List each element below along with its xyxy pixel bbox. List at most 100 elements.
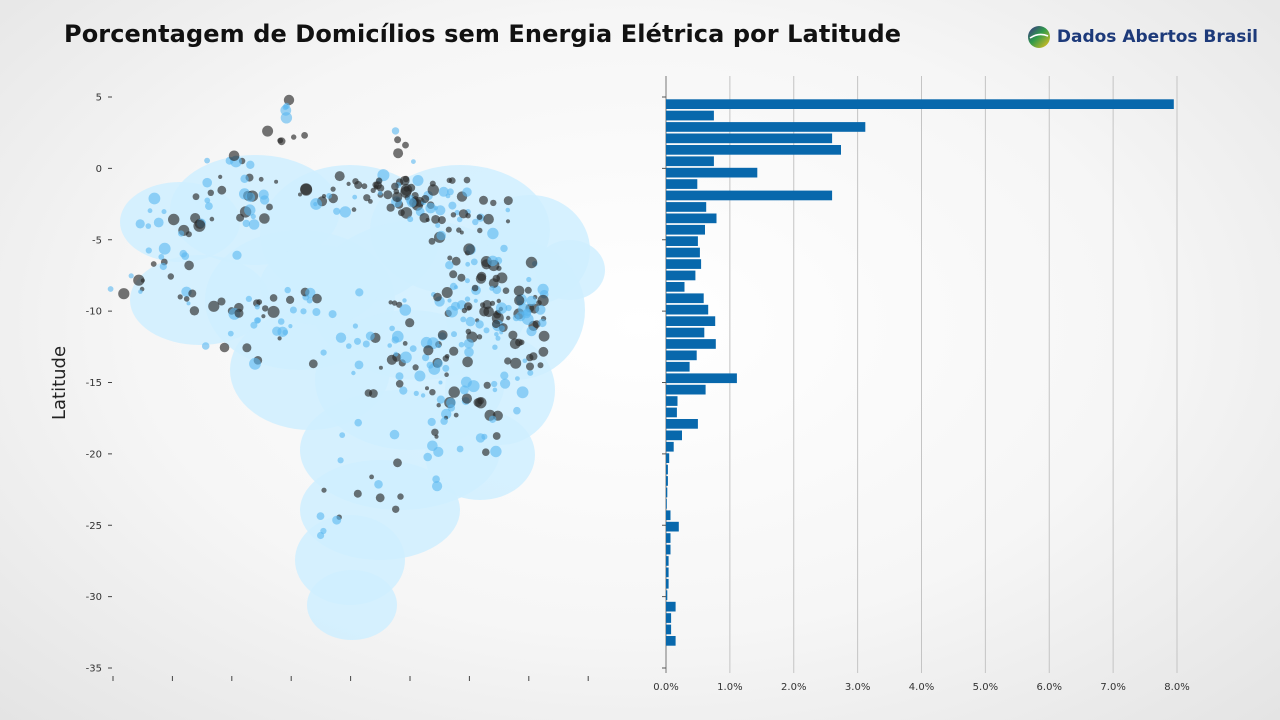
map-y-tick-label: -10 bbox=[86, 307, 102, 318]
bar bbox=[666, 224, 705, 235]
municipality-point bbox=[269, 294, 278, 302]
municipality-point bbox=[471, 284, 479, 292]
municipality-point bbox=[320, 527, 327, 535]
municipality-point bbox=[286, 295, 295, 304]
municipality-point bbox=[502, 287, 510, 295]
municipality-point bbox=[537, 362, 544, 369]
municipality-point bbox=[405, 318, 415, 328]
municipality-point bbox=[483, 381, 491, 389]
bar-x-tick-label: 7.0% bbox=[1100, 682, 1125, 693]
municipality-point bbox=[538, 346, 549, 357]
bar-x-tick-label: 1.0% bbox=[717, 682, 742, 693]
map-y-tick-label: 0 bbox=[96, 164, 102, 175]
bar bbox=[666, 247, 700, 258]
municipality-point bbox=[505, 219, 511, 224]
municipality-point bbox=[217, 185, 227, 195]
municipality-point bbox=[447, 188, 454, 196]
bar bbox=[666, 304, 709, 315]
municipality-point bbox=[447, 255, 453, 261]
municipality-point bbox=[389, 325, 395, 332]
municipality-point bbox=[266, 203, 273, 211]
municipality-point bbox=[510, 357, 522, 369]
municipality-point bbox=[470, 258, 478, 266]
municipality-point bbox=[494, 332, 499, 337]
municipality-point bbox=[184, 260, 194, 271]
bar bbox=[666, 122, 866, 132]
municipality-point bbox=[308, 359, 318, 369]
bar bbox=[666, 441, 674, 452]
bar bbox=[666, 533, 671, 543]
municipality-point bbox=[420, 393, 426, 398]
map-axes: 5 0 -5 -10 -15 -20 -25 -30 -35 Latitude bbox=[49, 93, 589, 681]
municipality-point bbox=[321, 487, 327, 493]
municipality-point bbox=[451, 331, 457, 338]
municipality-point bbox=[204, 157, 211, 164]
municipality-point bbox=[217, 297, 226, 306]
municipality-point bbox=[536, 300, 542, 306]
municipality-point bbox=[352, 323, 358, 329]
bar bbox=[666, 384, 706, 395]
municipality-point bbox=[407, 197, 417, 208]
map-y-tick-label: -30 bbox=[86, 592, 102, 603]
municipality-point bbox=[458, 209, 469, 219]
municipality-point bbox=[397, 493, 404, 500]
municipality-point bbox=[464, 278, 470, 284]
municipality-point bbox=[431, 215, 440, 224]
municipality-point bbox=[256, 299, 263, 305]
map-y-tick-label: -35 bbox=[86, 664, 102, 675]
municipality-point bbox=[346, 181, 351, 186]
municipality-point bbox=[450, 212, 457, 218]
municipality-point bbox=[506, 315, 511, 321]
municipality-point bbox=[490, 199, 497, 207]
municipality-point bbox=[261, 314, 266, 319]
municipality-point bbox=[354, 360, 364, 370]
municipality-point bbox=[355, 288, 364, 297]
municipality-point bbox=[328, 310, 337, 319]
bar bbox=[666, 373, 737, 384]
municipality-point bbox=[158, 242, 171, 255]
municipality-point bbox=[436, 395, 445, 404]
municipality-point bbox=[495, 302, 508, 314]
municipality-point bbox=[400, 207, 413, 219]
municipality-point bbox=[491, 380, 498, 388]
municipality-point bbox=[301, 132, 308, 139]
map-y-tick-label: -25 bbox=[86, 521, 102, 532]
municipality-point bbox=[389, 429, 400, 440]
municipality-point bbox=[492, 432, 501, 440]
municipality-point bbox=[500, 371, 509, 380]
brand-name: Dados Abertos Brasil bbox=[1056, 27, 1258, 47]
bar bbox=[666, 282, 685, 292]
municipality-point bbox=[150, 261, 157, 267]
municipality-point bbox=[449, 270, 458, 279]
municipality-point bbox=[369, 474, 374, 480]
municipality-point bbox=[513, 406, 521, 415]
municipality-point bbox=[500, 244, 508, 253]
bar bbox=[666, 430, 682, 441]
bar bbox=[666, 419, 698, 429]
municipality-point bbox=[462, 187, 472, 197]
map-y-axis-label: Latitude bbox=[49, 346, 70, 420]
municipality-point bbox=[428, 237, 436, 245]
map-y-tick-label: -15 bbox=[86, 378, 102, 389]
municipality-point bbox=[524, 286, 532, 294]
municipality-point bbox=[262, 305, 269, 312]
page-title: Porcentagem de Domicílios sem Energia El… bbox=[64, 20, 902, 48]
municipality-point bbox=[490, 445, 502, 458]
municipality-point bbox=[427, 417, 436, 427]
map-region bbox=[425, 410, 535, 500]
municipality-point bbox=[407, 183, 416, 192]
municipality-point bbox=[228, 150, 240, 162]
municipality-point bbox=[483, 213, 494, 225]
municipality-point bbox=[219, 342, 230, 353]
municipality-point bbox=[463, 243, 475, 255]
municipality-point bbox=[402, 141, 409, 149]
municipality-point bbox=[481, 433, 488, 440]
bar-x-tick-label: 5.0% bbox=[973, 682, 998, 693]
municipality-point bbox=[393, 148, 404, 159]
municipality-point bbox=[449, 346, 459, 356]
bar bbox=[666, 624, 672, 635]
municipality-point bbox=[422, 354, 430, 362]
municipality-point bbox=[436, 230, 447, 241]
municipality-point bbox=[386, 354, 397, 365]
municipality-point bbox=[505, 207, 511, 213]
